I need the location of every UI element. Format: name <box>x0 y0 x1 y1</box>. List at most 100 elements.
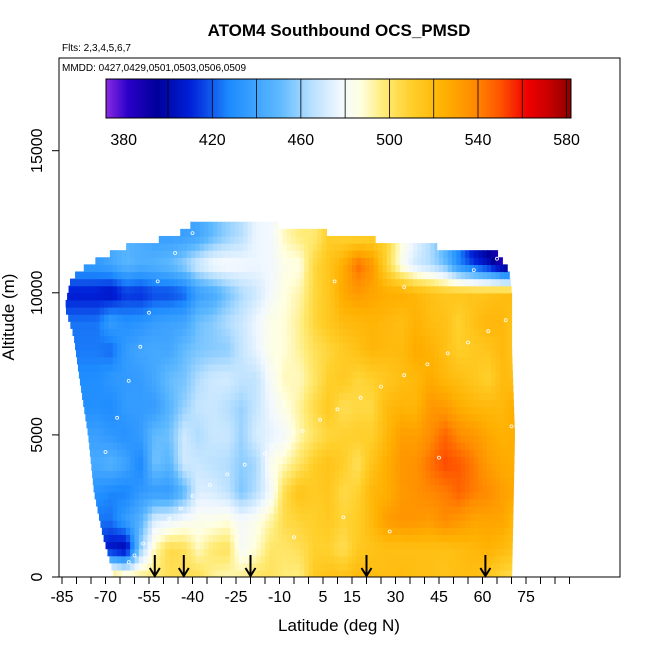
heatmap-cell <box>243 264 249 273</box>
heatmap-cell <box>204 271 210 280</box>
heatmap-cell <box>373 505 379 514</box>
colorbar-swatch <box>495 79 499 118</box>
heatmap-cell <box>356 548 362 557</box>
heatmap-cell <box>121 250 127 258</box>
heatmap-cell <box>443 513 449 521</box>
heatmap-cell <box>352 406 357 415</box>
heatmap-cell <box>251 562 257 571</box>
heatmap-cell <box>447 527 453 535</box>
heatmap-cell <box>151 321 157 329</box>
heatmap-cell <box>321 335 327 344</box>
heatmap-cell <box>338 335 344 344</box>
heatmap-cell <box>269 342 275 351</box>
heatmap-cell <box>469 406 475 415</box>
heatmap-cell <box>430 569 436 577</box>
heatmap-cell <box>221 264 227 273</box>
heatmap-cell <box>447 555 453 564</box>
heatmap-cell <box>121 356 127 365</box>
heatmap-cell <box>147 569 153 577</box>
heatmap-cell <box>486 477 492 486</box>
heatmap-cell <box>217 271 223 280</box>
heatmap-cell <box>425 470 431 479</box>
heatmap-cell <box>230 243 236 251</box>
heatmap-cell <box>447 427 453 436</box>
heatmap-cell <box>195 278 201 287</box>
heatmap-cell <box>104 349 109 358</box>
heatmap-cell <box>160 250 166 258</box>
heatmap-cell <box>247 449 253 457</box>
colorbar-swatch <box>134 79 138 118</box>
heatmap-cell <box>425 527 431 535</box>
heatmap-cell <box>169 385 175 393</box>
heatmap-cell <box>256 278 262 287</box>
heatmap-cell <box>147 534 153 543</box>
heatmap-cell <box>452 434 457 443</box>
heatmap-cell <box>278 271 283 280</box>
heatmap-cell <box>104 392 109 400</box>
heatmap-cell <box>443 342 449 351</box>
heatmap-cell <box>430 314 436 322</box>
heatmap-cell <box>486 505 492 514</box>
heatmap-cell <box>121 427 127 436</box>
heatmap-cell <box>234 569 240 577</box>
heatmap-cell <box>160 321 166 329</box>
heatmap-cell <box>134 491 140 500</box>
heatmap-cell <box>425 477 431 486</box>
heatmap-cell <box>125 534 131 543</box>
heatmap-cell <box>265 520 270 528</box>
heatmap-cell <box>147 299 153 308</box>
heatmap-cell <box>469 413 475 422</box>
heatmap-cell <box>99 314 105 322</box>
heatmap-cell <box>178 548 183 557</box>
colorbar-swatch <box>214 79 218 118</box>
heatmap-cell <box>164 456 170 464</box>
heatmap-cell <box>230 484 236 493</box>
heatmap-cell <box>112 541 118 550</box>
heatmap-cell <box>251 470 257 479</box>
heatmap-cell <box>369 370 375 379</box>
heatmap-cell <box>334 278 340 287</box>
heatmap-cell <box>386 250 392 258</box>
heatmap-cell <box>499 498 505 507</box>
heatmap-cell <box>251 378 257 386</box>
heatmap-cell <box>112 442 118 450</box>
heatmap-cell <box>308 456 314 464</box>
heatmap-cell <box>82 349 88 358</box>
heatmap-cell <box>352 271 357 280</box>
heatmap-cell <box>278 520 283 528</box>
heatmap-cell <box>312 349 318 358</box>
heatmap-cell <box>195 228 201 237</box>
heatmap-cell <box>195 363 201 372</box>
heatmap-cell <box>91 456 96 464</box>
heatmap-cell <box>143 292 149 301</box>
heatmap-cell <box>147 434 153 443</box>
heatmap-cell <box>121 370 127 379</box>
colorbar-swatch <box>511 79 514 118</box>
heatmap-cell <box>178 534 183 543</box>
heatmap-cell <box>334 264 340 273</box>
heatmap-cell <box>325 449 331 457</box>
heatmap-cell <box>334 484 340 493</box>
heatmap-cell <box>295 484 301 493</box>
heatmap-cell <box>108 385 114 393</box>
heatmap-cell <box>93 484 96 493</box>
heatmap-cell <box>82 328 88 337</box>
heatmap-cell <box>81 385 83 393</box>
heatmap-cell <box>286 420 292 429</box>
heatmap-cell <box>143 505 149 514</box>
heatmap-cell <box>299 534 305 543</box>
heatmap-cell <box>338 250 344 258</box>
heatmap-cell <box>117 434 123 443</box>
heatmap-cell <box>260 470 266 479</box>
heatmap-cell <box>478 513 484 521</box>
heatmap-cell <box>134 470 140 479</box>
heatmap-cell <box>395 392 401 400</box>
heatmap-cell <box>221 378 227 386</box>
colorbar-swatch <box>542 79 545 118</box>
heatmap-cell <box>360 548 366 557</box>
heatmap-cell <box>286 527 292 535</box>
heatmap-cell <box>373 520 379 528</box>
heatmap-cell <box>225 385 231 393</box>
heatmap-cell <box>369 285 375 294</box>
heatmap-cell <box>69 299 75 308</box>
